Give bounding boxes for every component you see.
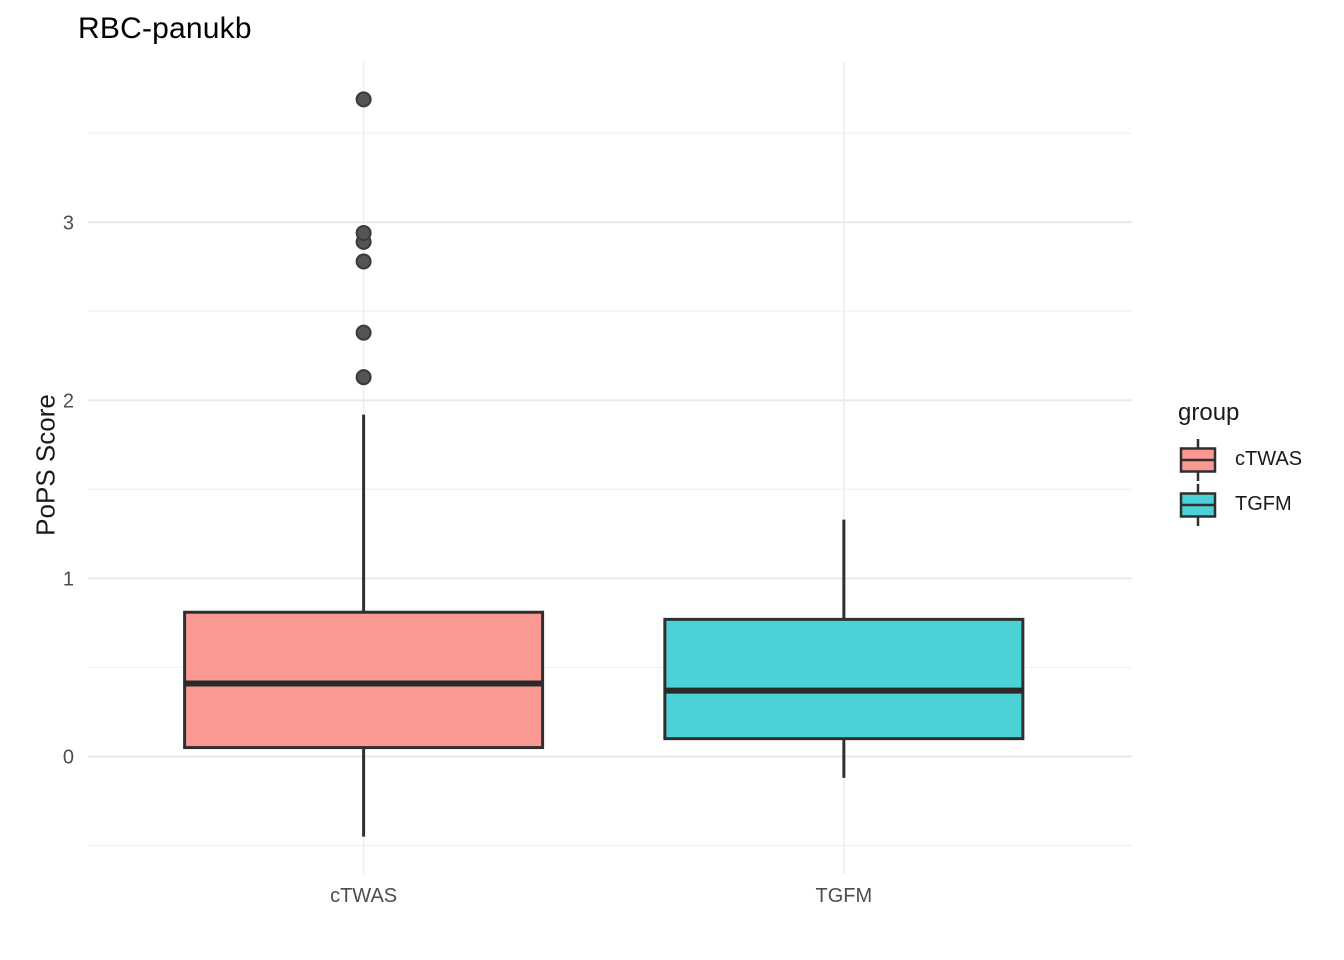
outlier-point [355, 324, 372, 341]
chart-title: RBC-panukb [78, 12, 252, 45]
legend-key-boxplot-glyph [1179, 438, 1217, 481]
x-tick-label: TGFM [816, 885, 873, 907]
y-tick-label: 0 [63, 746, 74, 768]
legend-title: group [1178, 399, 1240, 426]
y-tick-label: 1 [63, 568, 74, 590]
outlier-point [355, 369, 372, 386]
legend-entry: TGFM [1178, 482, 1302, 527]
x-tick-label: cTWAS [330, 885, 397, 907]
legend-label: cTWAS [1235, 448, 1303, 470]
outlier-point [355, 224, 372, 241]
outlier-point [355, 253, 372, 270]
y-tick-label: 2 [63, 390, 74, 412]
legend-key-boxplot-glyph [1179, 483, 1217, 526]
outlier-point [355, 91, 372, 108]
box [663, 617, 1025, 741]
legend-entry: cTWAS [1178, 437, 1302, 482]
y-tick-label: 3 [63, 212, 74, 234]
box [183, 610, 545, 750]
legend-label: TGFM [1235, 493, 1292, 515]
legend: group cTWAS TGFM [1178, 399, 1302, 527]
